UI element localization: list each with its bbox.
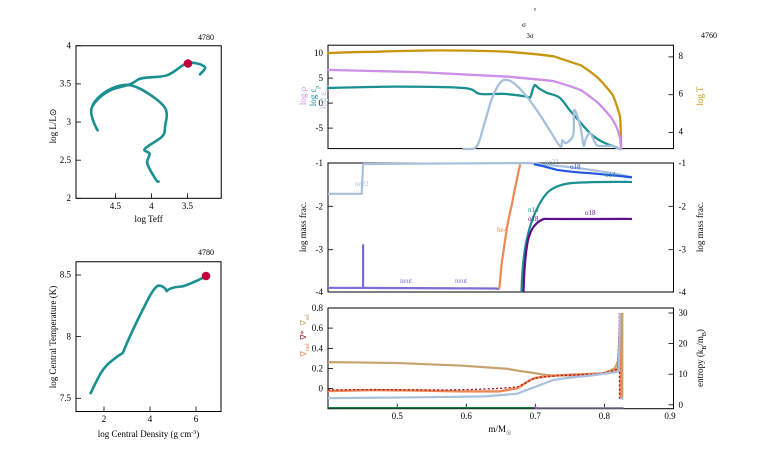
- svg-text:4760: 4760: [701, 31, 717, 40]
- svg-text:n14: n14: [605, 171, 616, 179]
- svg-text:4: 4: [67, 41, 72, 51]
- svg-text:0.9: 0.9: [664, 411, 676, 421]
- svg-text:4: 4: [148, 414, 153, 424]
- svg-text:-2: -2: [316, 201, 324, 211]
- svg-text:neut: neut: [400, 277, 412, 285]
- svg-text:20: 20: [679, 339, 689, 349]
- svg-text:8.5: 8.5: [60, 270, 72, 280]
- svg-text:0.6: 0.6: [312, 323, 324, 333]
- svg-text:°: °: [534, 7, 537, 15]
- svg-text:he4: he4: [497, 226, 508, 234]
- svg-text:3σ: 3σ: [526, 32, 534, 40]
- svg-text:4: 4: [149, 201, 154, 211]
- svg-text:ne22: ne22: [355, 180, 369, 188]
- svg-text:log mass frac.: log mass frac.: [695, 202, 705, 252]
- svg-text:neut: neut: [455, 277, 467, 285]
- svg-text:10: 10: [679, 369, 689, 379]
- svg-text:0: 0: [679, 400, 684, 410]
- svg-text:-3: -3: [679, 245, 687, 255]
- svg-text:0.7: 0.7: [530, 411, 542, 421]
- svg-text:-1: -1: [316, 158, 324, 168]
- svg-text:7.5: 7.5: [60, 393, 72, 403]
- svg-text:0.5: 0.5: [392, 411, 404, 421]
- svg-text:-1: -1: [679, 158, 687, 168]
- svg-text:4780: 4780: [198, 248, 214, 257]
- svg-text:0.2: 0.2: [312, 364, 323, 374]
- svg-text:log Central Density (g cm-3): log Central Density (g cm-3): [98, 429, 199, 439]
- svg-text:2: 2: [102, 414, 107, 424]
- svg-text:log L/L⊙: log L/L⊙: [48, 109, 58, 144]
- svg-text:0.8: 0.8: [599, 411, 611, 421]
- svg-text:log T: log T: [695, 86, 705, 106]
- svg-text:-5: -5: [316, 123, 324, 133]
- svg-text:o18: o18: [570, 163, 581, 171]
- svg-text:0: 0: [319, 384, 324, 394]
- svg-text:log mass frac.: log mass frac.: [298, 202, 308, 252]
- svg-text:2: 2: [67, 193, 72, 203]
- svg-text:6: 6: [679, 89, 684, 99]
- svg-text:-3: -3: [316, 245, 324, 255]
- svg-text:-4: -4: [316, 287, 324, 297]
- svg-text:5: 5: [319, 73, 324, 83]
- svg-text:n14: n14: [528, 206, 539, 214]
- svg-text:3: 3: [67, 117, 72, 127]
- svg-text:4.5: 4.5: [110, 201, 122, 211]
- svg-text:0.4: 0.4: [312, 343, 324, 353]
- svg-text:3.5: 3.5: [60, 79, 72, 89]
- svg-text:2.5: 2.5: [60, 155, 72, 165]
- svg-text:o18: o18: [528, 215, 539, 223]
- svg-text:0.8: 0.8: [312, 303, 324, 313]
- svg-text:o18: o18: [585, 209, 596, 217]
- svg-text:0.6: 0.6: [461, 411, 473, 421]
- svg-text:log ρ: log ρ: [298, 86, 308, 105]
- svg-text:log Central Temperature (K): log Central Temperature (K): [48, 286, 58, 388]
- svg-text:-4: -4: [679, 287, 687, 297]
- svg-text:30: 30: [679, 308, 689, 318]
- svg-text:-2: -2: [679, 201, 687, 211]
- svg-text:10: 10: [314, 48, 324, 58]
- svg-text:σ: σ: [522, 21, 526, 29]
- svg-text:8: 8: [67, 331, 72, 341]
- svg-text:6: 6: [194, 414, 199, 424]
- svg-text:4: 4: [679, 127, 684, 137]
- svg-text:3.5: 3.5: [182, 201, 194, 211]
- svg-text:ne22: ne22: [545, 158, 559, 166]
- svg-text:∇*: ∇*: [299, 330, 308, 340]
- svg-text:4780: 4780: [198, 33, 214, 42]
- svg-text:log Teff: log Teff: [134, 214, 162, 224]
- svg-text:8: 8: [679, 51, 684, 61]
